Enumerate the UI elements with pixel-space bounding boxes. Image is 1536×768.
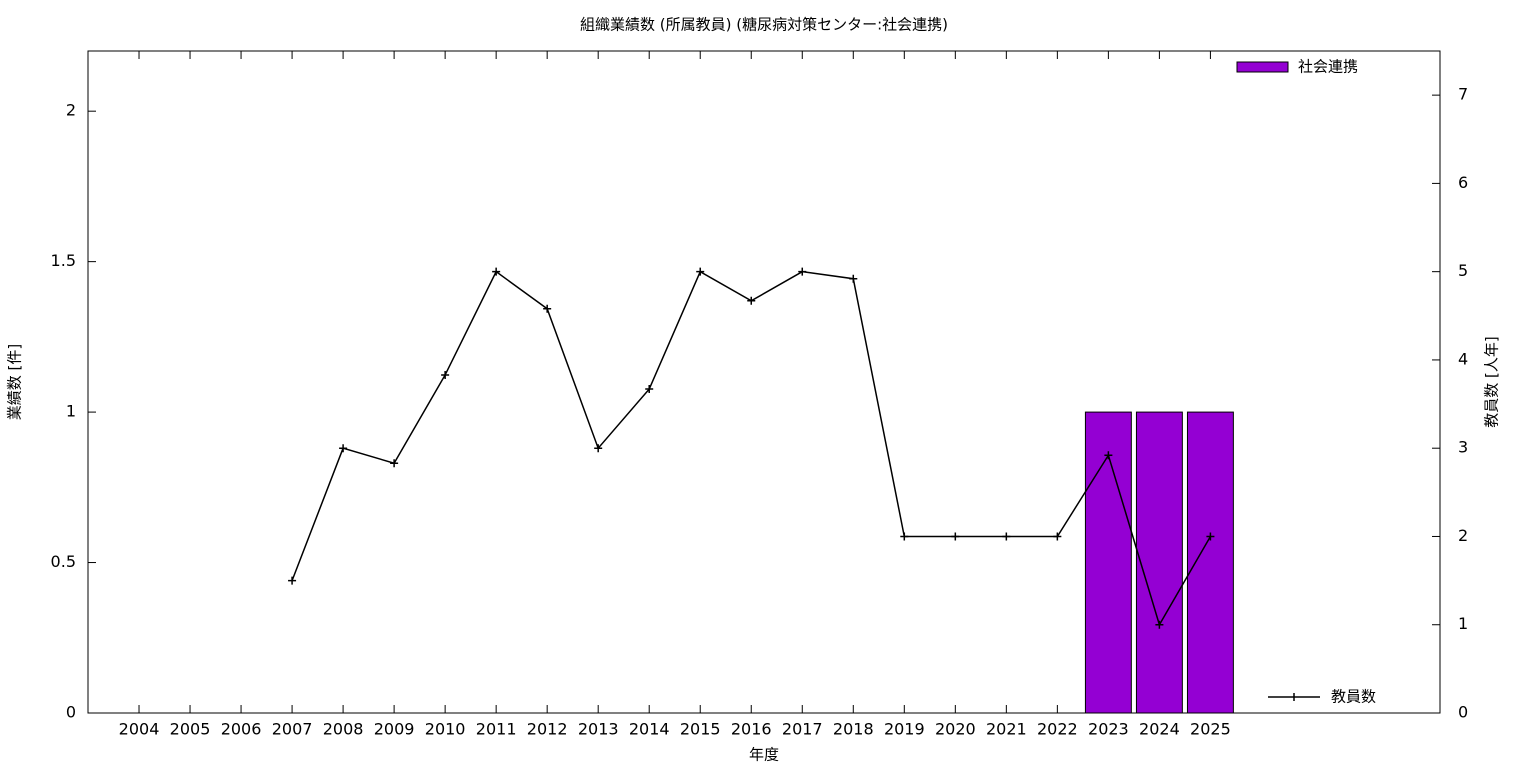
y-tick-label: 2 bbox=[66, 101, 76, 120]
x-tick-label: 2020 bbox=[935, 720, 976, 739]
point-marker bbox=[390, 459, 399, 468]
x-tick-label: 2021 bbox=[986, 720, 1027, 739]
x-tick-label: 2004 bbox=[119, 720, 160, 739]
bar bbox=[1135, 411, 1183, 714]
point-marker bbox=[696, 267, 705, 276]
x-tick-label: 2023 bbox=[1088, 720, 1129, 739]
x-tick-label: 2015 bbox=[680, 720, 721, 739]
line bbox=[291, 270, 1212, 627]
point-marker bbox=[951, 532, 960, 541]
y-axis-label: 業績数 [件] bbox=[6, 344, 24, 420]
y2-tick-label: 6 bbox=[1458, 173, 1468, 192]
y2-axis-label: 教員数 [人年] bbox=[1483, 336, 1501, 427]
point-marker bbox=[492, 267, 501, 276]
x-tick-label: 2014 bbox=[629, 720, 670, 739]
point-marker bbox=[1104, 451, 1113, 460]
bar bbox=[1186, 411, 1234, 714]
point-marker bbox=[747, 296, 756, 305]
x-tick-label: 2013 bbox=[578, 720, 619, 739]
legend-label: 教員数 bbox=[1331, 688, 1376, 706]
x-tick-label: 2007 bbox=[272, 720, 313, 739]
legend-swatch bbox=[1236, 61, 1289, 73]
y-tick-label: 0.5 bbox=[51, 552, 76, 571]
x-tick-label: 2018 bbox=[833, 720, 874, 739]
y2-tick-label: 7 bbox=[1458, 85, 1468, 104]
x-tick-label: 2011 bbox=[476, 720, 517, 739]
point-marker bbox=[1053, 532, 1062, 541]
y2-tick-label: 4 bbox=[1458, 349, 1468, 368]
y2-tick-label: 3 bbox=[1458, 438, 1468, 457]
point-marker bbox=[645, 385, 654, 394]
point-marker bbox=[543, 304, 552, 313]
x-tick-label: 2009 bbox=[374, 720, 415, 739]
point-marker bbox=[798, 267, 807, 276]
x-tick-label: 2022 bbox=[1037, 720, 1078, 739]
y2-tick-label: 0 bbox=[1458, 703, 1468, 722]
x-tick-label: 2006 bbox=[221, 720, 262, 739]
point-marker bbox=[288, 576, 297, 585]
plot-frame bbox=[87, 50, 1441, 714]
point-marker bbox=[1002, 532, 1011, 541]
x-tick-label: 2005 bbox=[170, 720, 211, 739]
point-marker bbox=[594, 444, 603, 453]
point-marker bbox=[441, 370, 450, 379]
y2-tick-label: 5 bbox=[1458, 261, 1468, 280]
x-tick-label: 2010 bbox=[425, 720, 466, 739]
x-tick-label: 2025 bbox=[1190, 720, 1231, 739]
bar bbox=[1084, 411, 1132, 714]
y-tick-label: 1 bbox=[66, 402, 76, 421]
x-tick-label: 2008 bbox=[323, 720, 364, 739]
point-marker bbox=[849, 274, 858, 283]
legend-line bbox=[1268, 693, 1320, 701]
chart-title: 組織業績数 (所属教員) (糖尿病対策センター:社会連携) bbox=[580, 16, 948, 34]
y-tick-label: 1.5 bbox=[51, 251, 76, 270]
point-marker bbox=[1206, 532, 1215, 541]
y2-tick-label: 1 bbox=[1458, 614, 1468, 633]
point-marker bbox=[339, 444, 348, 453]
x-tick-label: 2019 bbox=[884, 720, 925, 739]
legend-label: 社会連携 bbox=[1298, 58, 1358, 76]
point-marker bbox=[900, 532, 909, 541]
y-tick-label: 0 bbox=[66, 703, 76, 722]
y2-tick-label: 2 bbox=[1458, 526, 1468, 545]
x-tick-label: 2024 bbox=[1139, 720, 1180, 739]
x-tick-label: 2016 bbox=[731, 720, 772, 739]
point-marker bbox=[1155, 620, 1164, 629]
x-axis-label: 年度 bbox=[749, 746, 779, 764]
x-tick-label: 2012 bbox=[527, 720, 568, 739]
x-tick-label: 2017 bbox=[782, 720, 823, 739]
